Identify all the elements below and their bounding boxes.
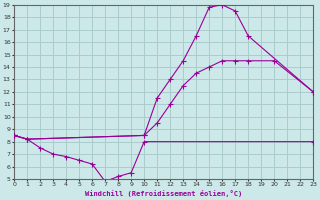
X-axis label: Windchill (Refroidissement éolien,°C): Windchill (Refroidissement éolien,°C) [85,190,242,197]
